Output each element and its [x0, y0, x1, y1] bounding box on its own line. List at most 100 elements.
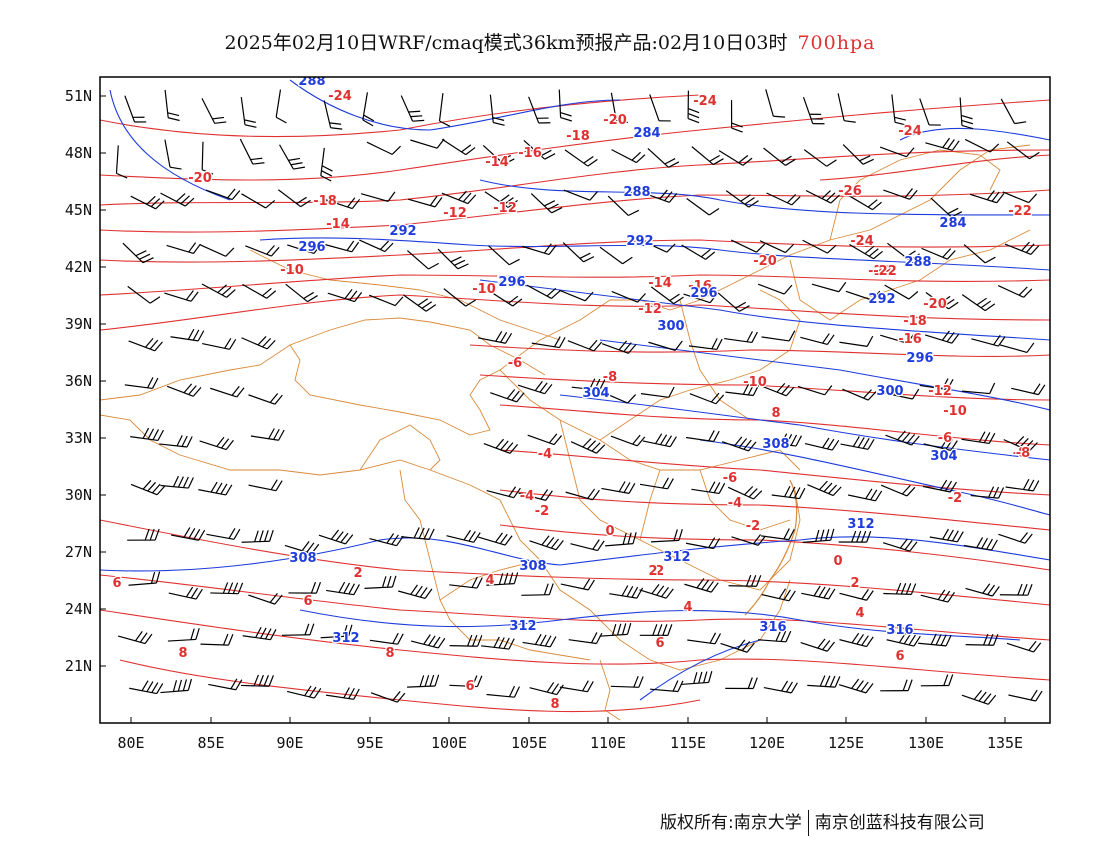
wind-barb: [522, 243, 557, 256]
wind-barb: [880, 679, 913, 692]
geopotential-labels: 2882842882882842922922962962922962963003…: [288, 77, 968, 647]
temperature-label: -24: [693, 94, 717, 109]
wind-barb: [1006, 141, 1040, 160]
wind-barb: [115, 145, 128, 179]
temperature-label: -24: [898, 124, 922, 139]
wind-barb: [965, 583, 1000, 597]
temperature-label: -14: [326, 217, 350, 232]
wind-barb: [725, 190, 759, 208]
wind-barb: [160, 192, 195, 207]
wind-barb: [884, 284, 919, 300]
x-tick-label: 95E: [356, 734, 383, 752]
wind-barb: [248, 593, 283, 605]
geopotential-label: 288: [623, 185, 650, 200]
wind-barb: [728, 574, 762, 587]
geopotential-label: 312: [332, 631, 359, 646]
border-line: [359, 424, 441, 471]
wind-barb: [686, 197, 720, 216]
y-tick-label: 42N: [65, 258, 92, 276]
wind-barb: [804, 437, 840, 451]
temperature-label: 6: [465, 679, 474, 694]
wind-barb: [250, 428, 285, 441]
wind-barb: [364, 575, 397, 589]
wind-barb: [922, 479, 957, 493]
temperature-label: 4: [485, 573, 494, 588]
y-tick-label: 33N: [65, 429, 92, 447]
temperature-contour: [100, 519, 1050, 606]
wind-barb: [886, 632, 921, 647]
wind-barb: [929, 528, 964, 543]
temperature-contour: [499, 524, 1050, 571]
copyright-footer: 版权所有:南京大学 南京创蓝科技有限公司: [660, 808, 985, 836]
wind-barb: [122, 242, 154, 264]
wind-barb: [320, 624, 353, 639]
wind-barb: [919, 378, 954, 391]
wind-barb: [601, 391, 637, 404]
wind-barb: [727, 486, 763, 500]
temperature-label: 2: [648, 564, 657, 579]
wind-barb: [961, 689, 997, 705]
wind-barb: [206, 528, 241, 540]
temperature-label: -20: [603, 113, 627, 128]
geopotential-contour: [479, 279, 1050, 341]
wind-barb: [368, 294, 404, 307]
wind-barb: [568, 632, 603, 645]
wind-barb: [159, 435, 193, 448]
border-line: [499, 369, 801, 471]
wind-barb: [325, 687, 360, 700]
wind-barb: [921, 247, 956, 260]
wind-barb: [403, 294, 437, 312]
wind-barb: [605, 532, 637, 547]
wind-barb: [528, 96, 551, 124]
temperature-label: -4: [520, 489, 534, 504]
temperature-label: -26: [838, 184, 862, 199]
geopotential-label: 312: [663, 550, 690, 565]
wind-barb: [640, 386, 675, 398]
wind-barb: [639, 624, 673, 636]
x-tick-label: 110E: [590, 734, 626, 752]
wind-barb: [359, 239, 394, 253]
wind-barb: [284, 540, 320, 555]
wind-barb: [517, 381, 553, 395]
wind-barb: [925, 291, 959, 310]
wind-barb: [170, 328, 205, 342]
wind-barb: [478, 532, 513, 546]
temperature-label: -4: [538, 447, 552, 462]
wind-barb: [124, 377, 159, 390]
wind-barb: [522, 633, 557, 648]
wind-barb: [610, 676, 644, 688]
wind-barb: [765, 89, 786, 118]
border-line: [599, 289, 801, 441]
wind-barb: [840, 436, 875, 450]
wind-barb: [691, 481, 726, 495]
wind-barb: [961, 431, 996, 445]
wind-barb: [160, 678, 193, 694]
temperature-contour: [479, 374, 1050, 401]
border-line: [679, 299, 751, 421]
wind-barb: [1011, 383, 1046, 396]
geopotential-label: 284: [633, 126, 660, 141]
temperature-label: -16: [518, 146, 542, 161]
wind-barb: [642, 189, 678, 203]
wind-barb: [650, 286, 684, 305]
geopotential-label: 304: [930, 449, 957, 464]
wind-barb: [124, 95, 147, 123]
temperature-label: 0: [833, 554, 842, 569]
wind-barb: [610, 92, 628, 124]
temperature-label: -12: [443, 206, 467, 221]
wind-barb: [925, 137, 960, 151]
temperature-label: 2: [353, 566, 362, 581]
wind-barb: [477, 330, 513, 344]
wind-barb: [530, 193, 563, 214]
border-line: [539, 559, 791, 671]
geopotential-contour: [699, 439, 1050, 516]
wind-barb: [842, 388, 877, 401]
wind-barb: [565, 488, 600, 501]
wind-barb: [997, 285, 1033, 298]
wind-barb: [880, 333, 915, 344]
temperature-label: -12: [493, 201, 517, 216]
wind-barb: [891, 94, 907, 126]
x-tick-label: 90E: [276, 734, 303, 752]
geopotential-label: 296: [497, 274, 524, 289]
wind-barb: [971, 334, 1006, 347]
